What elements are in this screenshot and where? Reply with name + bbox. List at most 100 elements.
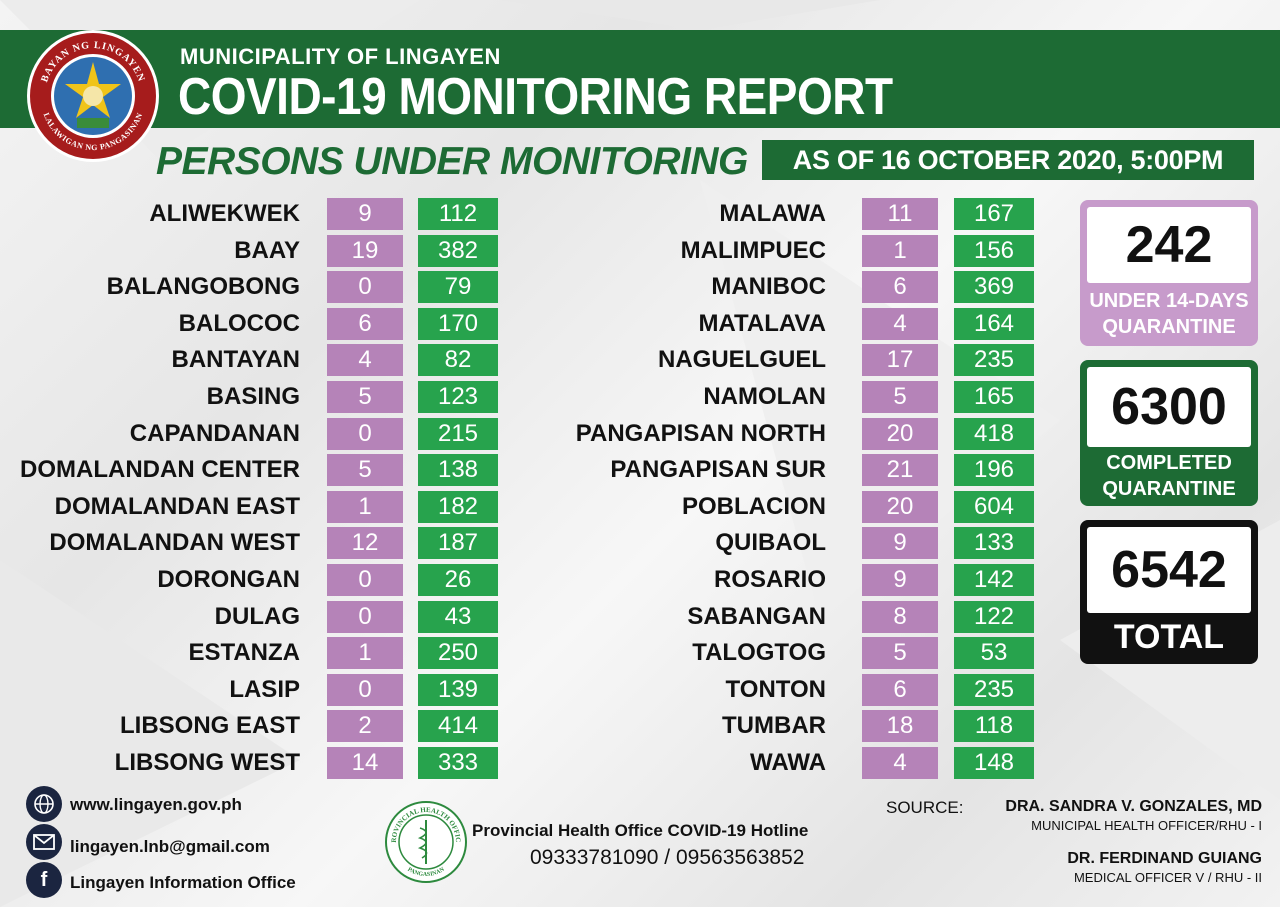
barangay-name: LIBSONG EAST xyxy=(119,712,300,740)
source-1-name: DRA. SANDRA V. GONZALES, MD xyxy=(1005,798,1262,815)
under-quarantine-cell: 20 xyxy=(862,417,938,450)
facebook-link[interactable]: Lingayen Information Office xyxy=(70,873,296,892)
table-row: CAPANDANAN 0 215 xyxy=(0,417,1280,450)
completed-quarantine-cell: 79 xyxy=(418,271,498,304)
table-row: BALANGOBONG 0 79 xyxy=(0,271,1280,304)
header-title: COVID-19 MONITORING REPORT xyxy=(178,67,893,126)
barangay-name: NAGUELGUEL xyxy=(658,346,826,374)
table-row: POBLACION 20 604 xyxy=(0,490,1280,523)
barangay-name: DOMALANDAN WEST xyxy=(49,529,300,557)
completed-quarantine-cell: 167 xyxy=(954,198,1034,230)
barangay-name: TALOGTOG xyxy=(692,639,826,667)
under-quarantine-cell: 11 xyxy=(862,198,938,230)
barangay-name: ROSARIO xyxy=(713,566,826,593)
completed-quarantine-cell: 165 xyxy=(954,381,1034,413)
barangay-name: BASING xyxy=(206,383,300,410)
barangay-name: MATALAVA xyxy=(698,309,826,337)
barangay-name: QUIBAOL xyxy=(715,529,826,557)
total-box: 6542 TOTAL xyxy=(1080,520,1258,664)
table-row: LASIP 0 139 xyxy=(0,673,1280,706)
completed-quarantine-cell: 235 xyxy=(954,673,1034,706)
completed-quarantine-cell: 182 xyxy=(418,490,498,523)
completed-quarantine-cell: 139 xyxy=(418,673,498,706)
barangay-name: MALIMPUEC xyxy=(680,236,826,264)
completed-quarantine-cell: 112 xyxy=(418,198,498,230)
table-row: LIBSONG EAST 2 414 xyxy=(0,710,1280,743)
barangay-name: WAWA xyxy=(750,749,826,776)
barangay-name: LIBSONG WEST xyxy=(114,749,300,776)
barangay-name: MALAWA xyxy=(719,200,826,227)
barangay-name: SABANGAN xyxy=(687,602,826,630)
facebook-icon: f xyxy=(26,862,62,898)
completed-quarantine-cell: 333 xyxy=(418,747,498,779)
completed-quarantine-cell: 235 xyxy=(954,344,1034,377)
barangay-name: TONTON xyxy=(725,675,826,703)
hotline-label: Provincial Health Office COVID-19 Hotlin… xyxy=(472,821,809,840)
completed-quarantine-cell: 187 xyxy=(418,527,498,560)
source-label: SOURCE: xyxy=(886,798,964,817)
under-quarantine-label-2: QUARANTINE xyxy=(1102,316,1236,338)
table-row: WAWA 4 148 xyxy=(0,747,1280,779)
table-row: BASING 5 123 xyxy=(0,381,1280,413)
table-row: DOMALANDAN CENTER 5 138 xyxy=(0,454,1280,487)
completed-quarantine-cell: 53 xyxy=(954,637,1034,670)
completed-quarantine-cell: 133 xyxy=(954,527,1034,560)
barangay-name: DULAG xyxy=(214,602,300,630)
barangay-name: ESTANZA xyxy=(188,639,300,667)
email-link[interactable]: lingayen.lnb@gmail.com xyxy=(70,837,270,856)
under-quarantine-cell: 5 xyxy=(862,637,938,670)
under-quarantine-cell: 17 xyxy=(862,344,938,377)
table-row: TONTON 6 235 xyxy=(0,673,1280,706)
source-2-name: DR. FERDINAND GUIANG xyxy=(1067,850,1262,867)
table-row: DULAG 0 43 xyxy=(0,600,1280,633)
under-quarantine-cell: 12 xyxy=(327,527,403,560)
completed-quarantine-cell: 43 xyxy=(418,600,498,633)
under-quarantine-cell: 0 xyxy=(327,417,403,450)
table-row: NAGUELGUEL 17 235 xyxy=(0,344,1280,377)
under-quarantine-cell: 6 xyxy=(862,271,938,304)
table-row: DOMALANDAN WEST 12 187 xyxy=(0,527,1280,560)
barangay-name: BANTAYAN xyxy=(171,346,300,374)
under-quarantine-cell: 1 xyxy=(862,234,938,267)
barangay-name: TUMBAR xyxy=(722,712,826,740)
barangay-name: ALIWEKWEK xyxy=(149,200,300,227)
table-row: QUIBAOL 9 133 xyxy=(0,527,1280,560)
barangay-name: MANIBOC xyxy=(711,273,826,301)
under-quarantine-cell: 0 xyxy=(327,564,403,596)
completed-quarantine-cell: 164 xyxy=(954,307,1034,340)
completed-quarantine-cell: 82 xyxy=(418,344,498,377)
completed-quarantine-cell: 382 xyxy=(418,234,498,267)
under-quarantine-cell: 9 xyxy=(862,564,938,596)
email-icon xyxy=(26,824,62,860)
under-quarantine-cell: 20 xyxy=(862,490,938,523)
municipal-seal-logo: BAYAN NG LINGAYEN LALAWIGAN NG PANGASINA… xyxy=(27,30,159,162)
completed-quarantine-cell: 118 xyxy=(954,710,1034,743)
under-quarantine-label-1: UNDER 14-DAYS xyxy=(1089,290,1249,312)
source-1-title: MUNICIPAL HEALTH OFFICER/RHU - I xyxy=(1031,818,1262,833)
table-row: MALIMPUEC 1 156 xyxy=(0,234,1280,267)
table-row: MATALAVA 4 164 xyxy=(0,307,1280,340)
completed-quarantine-cell: 156 xyxy=(954,234,1034,267)
completed-quarantine-box: 6300 COMPLETED QUARANTINE xyxy=(1080,360,1258,506)
table-row: MANIBOC 6 369 xyxy=(0,271,1280,304)
website-link[interactable]: www.lingayen.gov.ph xyxy=(70,795,242,814)
table-row: BALOCOC 6 170 xyxy=(0,307,1280,340)
under-quarantine-cell: 19 xyxy=(327,234,403,267)
table-row: BANTAYAN 4 82 xyxy=(0,344,1280,377)
completed-quarantine-cell: 142 xyxy=(954,564,1034,596)
under-quarantine-cell: 4 xyxy=(862,307,938,340)
completed-quarantine-cell: 604 xyxy=(954,490,1034,523)
under-quarantine-cell: 4 xyxy=(327,344,403,377)
under-quarantine-box: 242 UNDER 14-DAYS QUARANTINE xyxy=(1080,200,1258,346)
completed-quarantine-cell: 250 xyxy=(418,637,498,670)
completed-quarantine-cell: 122 xyxy=(954,600,1034,633)
source-2-title: MEDICAL OFFICER V / RHU - II xyxy=(1073,870,1262,885)
table-row: TALOGTOG 5 53 xyxy=(0,637,1280,670)
table-row: SABANGAN 8 122 xyxy=(0,600,1280,633)
under-quarantine-cell: 9 xyxy=(862,527,938,560)
barangay-name: BALANGOBONG xyxy=(106,273,300,301)
under-quarantine-cell: 4 xyxy=(862,747,938,779)
completed-quarantine-cell: 123 xyxy=(418,381,498,413)
as-of-date: AS OF 16 OCTOBER 2020, 5:00PM xyxy=(762,140,1254,180)
under-quarantine-value: 242 xyxy=(1087,207,1251,283)
